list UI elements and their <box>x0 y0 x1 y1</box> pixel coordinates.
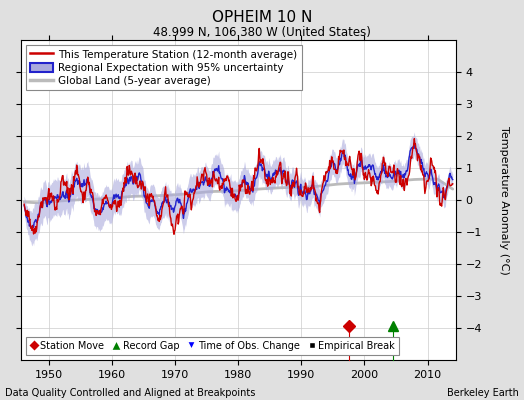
Text: Data Quality Controlled and Aligned at Breakpoints: Data Quality Controlled and Aligned at B… <box>5 388 256 398</box>
Legend: Station Move, Record Gap, Time of Obs. Change, Empirical Break: Station Move, Record Gap, Time of Obs. C… <box>26 337 399 355</box>
Text: OPHEIM 10 N: OPHEIM 10 N <box>212 10 312 25</box>
Y-axis label: Temperature Anomaly (°C): Temperature Anomaly (°C) <box>499 126 509 274</box>
Text: Berkeley Earth: Berkeley Earth <box>447 388 519 398</box>
Text: 48.999 N, 106.380 W (United States): 48.999 N, 106.380 W (United States) <box>153 26 371 39</box>
